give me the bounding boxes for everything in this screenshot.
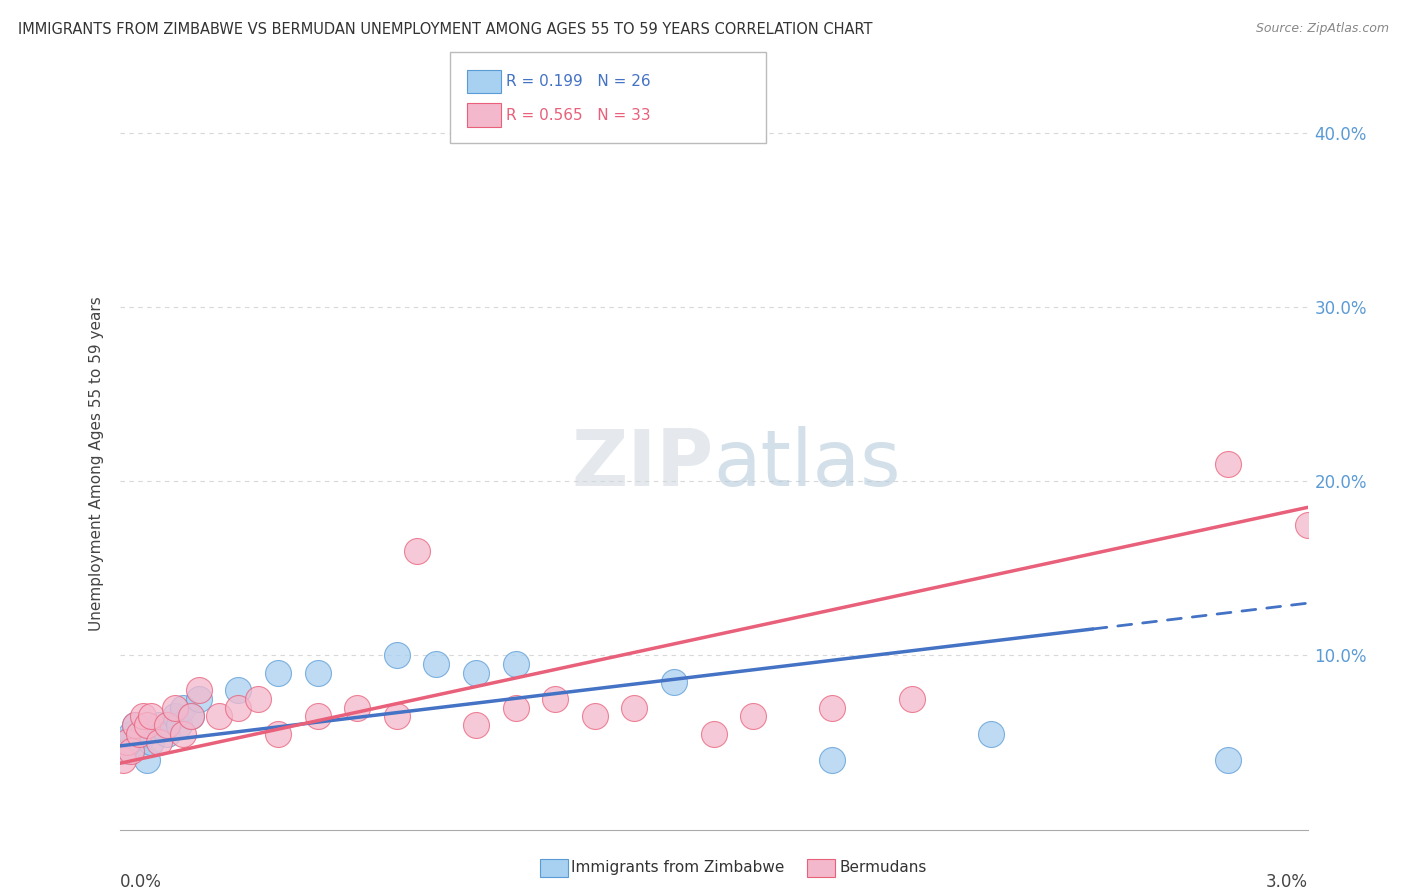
Point bbox=[544, 692, 567, 706]
Point bbox=[980, 727, 1002, 741]
Point bbox=[163, 700, 186, 714]
Point bbox=[156, 718, 179, 732]
Point bbox=[1218, 753, 1240, 767]
Point bbox=[267, 727, 290, 741]
Point bbox=[156, 727, 179, 741]
Text: Source: ZipAtlas.com: Source: ZipAtlas.com bbox=[1256, 22, 1389, 36]
Text: Bermudans: Bermudans bbox=[839, 861, 927, 875]
Point bbox=[148, 718, 170, 732]
Point bbox=[167, 718, 190, 732]
Text: atlas: atlas bbox=[713, 425, 901, 502]
Point bbox=[172, 700, 194, 714]
Text: IMMIGRANTS FROM ZIMBABWE VS BERMUDAN UNEMPLOYMENT AMONG AGES 55 TO 59 YEARS CORR: IMMIGRANTS FROM ZIMBABWE VS BERMUDAN UNE… bbox=[18, 22, 873, 37]
Text: 0.0%: 0.0% bbox=[120, 873, 162, 891]
Text: R = 0.565   N = 33: R = 0.565 N = 33 bbox=[506, 108, 651, 122]
Point bbox=[136, 718, 159, 732]
Point bbox=[124, 718, 146, 732]
Point bbox=[505, 657, 527, 672]
Point bbox=[505, 700, 527, 714]
Point bbox=[180, 709, 202, 723]
Point bbox=[112, 753, 135, 767]
Y-axis label: Unemployment Among Ages 55 to 59 years: Unemployment Among Ages 55 to 59 years bbox=[89, 296, 104, 632]
Point bbox=[141, 709, 163, 723]
Point bbox=[583, 709, 606, 723]
Point bbox=[187, 692, 209, 706]
Text: Immigrants from Zimbabwe: Immigrants from Zimbabwe bbox=[571, 861, 785, 875]
Point bbox=[385, 648, 408, 663]
Point bbox=[425, 657, 447, 672]
Point bbox=[141, 735, 163, 749]
Point bbox=[405, 544, 427, 558]
Point bbox=[385, 709, 408, 723]
Point bbox=[900, 692, 922, 706]
Point bbox=[128, 735, 150, 749]
Point bbox=[623, 700, 645, 714]
Point bbox=[307, 665, 329, 680]
Point bbox=[267, 665, 290, 680]
Point bbox=[821, 753, 844, 767]
Point bbox=[117, 744, 139, 758]
Point bbox=[124, 718, 146, 732]
Point bbox=[117, 735, 139, 749]
Point bbox=[120, 727, 142, 741]
Point bbox=[207, 709, 229, 723]
Point bbox=[112, 735, 135, 749]
Point bbox=[821, 700, 844, 714]
Point bbox=[148, 735, 170, 749]
Text: R = 0.199   N = 26: R = 0.199 N = 26 bbox=[506, 74, 651, 88]
Point bbox=[702, 727, 725, 741]
Point bbox=[307, 709, 329, 723]
Point bbox=[172, 727, 194, 741]
Point bbox=[464, 718, 488, 732]
Point bbox=[132, 727, 155, 741]
Point bbox=[163, 709, 186, 723]
Point bbox=[247, 692, 270, 706]
Point bbox=[228, 700, 250, 714]
Point bbox=[464, 665, 488, 680]
Point bbox=[128, 727, 150, 741]
Point bbox=[228, 683, 250, 698]
Point bbox=[136, 753, 159, 767]
Point bbox=[132, 709, 155, 723]
Text: ZIP: ZIP bbox=[571, 425, 713, 502]
Point bbox=[662, 674, 685, 689]
Point bbox=[187, 683, 209, 698]
Point bbox=[1218, 457, 1240, 471]
Point bbox=[180, 709, 202, 723]
Point bbox=[346, 700, 368, 714]
Text: 3.0%: 3.0% bbox=[1265, 873, 1308, 891]
Point bbox=[742, 709, 765, 723]
Point bbox=[1296, 517, 1319, 532]
Point bbox=[120, 744, 142, 758]
